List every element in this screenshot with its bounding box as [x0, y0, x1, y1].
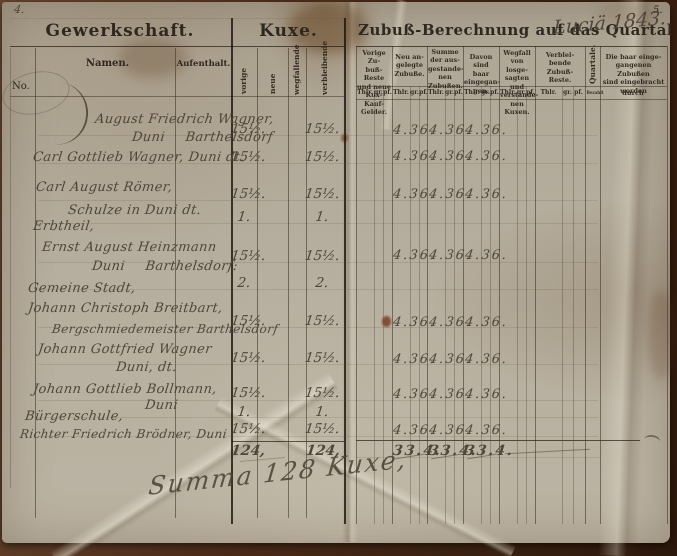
row-name: Carl Gottlieb Wagner, Duni dt.: [32, 150, 246, 165]
row-kuxe-vorige: 15½.: [230, 186, 267, 202]
row-kuxe-vorige: 15½.: [230, 421, 267, 437]
row-kuxe-vorige: 1.: [236, 404, 252, 420]
row-zubusse-neu: 4.36.: [392, 248, 437, 263]
row-residence: Duni: [144, 398, 179, 413]
row-kuxe-verbleibende: 15½.: [304, 313, 341, 329]
row-zubusse-neu: 4.36.: [392, 352, 437, 367]
row-kuxe-vorige: 15½.: [230, 121, 267, 137]
row-zubusse-baar: 4.36.: [464, 352, 509, 367]
col-header-eingebracht: Die baar einge- gangenen Zubußen sind ei…: [602, 53, 665, 95]
row-kuxe-vorige: 15½.: [230, 350, 267, 366]
row-kuxe-verbleibende: 15½.: [304, 385, 341, 401]
row-name: Ernst August Heinzmann: [41, 240, 218, 255]
col-header-davon-baar: Davon sind baar eingegan- gen.: [464, 53, 501, 95]
row-zubusse-baar: 4.36.: [464, 423, 509, 438]
row-residence: Schulze in Duni dt.: [67, 203, 203, 218]
paid-sub-durch: durch: [622, 89, 644, 97]
row-zubusse-summe: 4.36.: [428, 123, 473, 138]
row-kuxe-verbleibende: 15½.: [304, 248, 341, 264]
row-zubusse-summe: 4.36.: [428, 352, 473, 367]
total-zubusse-baar: 33.4.: [464, 443, 515, 459]
kuxe-title: Kuxe.: [259, 21, 318, 41]
row-zubusse-baar: 4.36.: [464, 315, 509, 330]
row-kuxe-vorige: 2.: [236, 275, 252, 291]
row-name: Johann Gottlieb Bollmann,: [32, 382, 218, 397]
row-zubusse-summe: 4.36.: [428, 248, 473, 263]
row-kuxe-vorige: 1.: [236, 209, 252, 225]
row-zubusse-neu: 4.36.: [392, 387, 437, 402]
column-header-no: No.: [12, 81, 30, 92]
col-header-wegfall: Wegfall von losge- sagten und verstande-…: [500, 49, 539, 117]
row-name: Gemeine Stadt,: [27, 281, 137, 296]
quartale-sub-bezahlt: Bezahlt: [586, 90, 604, 96]
row-kuxe-verbleibende: 15½.: [304, 350, 341, 366]
row-zubusse-summe: 4.36.: [428, 315, 473, 330]
row-zubusse-neu: 4.36.: [392, 123, 437, 138]
col-header-summe: Summe der aus- gestande- nen Zubußen.: [428, 48, 464, 90]
kuxe-col-verbleibende: verbleibende: [320, 40, 329, 95]
row-kuxe-verbleibende: 15½.: [304, 421, 341, 437]
row-kuxe-verbleibende: 1.: [314, 404, 330, 420]
column-header-aufenthalt: Aufenthalt.: [176, 59, 231, 69]
row-residence: Duni Barthelsdorf:: [91, 259, 239, 274]
row-zubusse-neu: 4.36.: [392, 315, 437, 330]
total-kuxe-vorige: 124,: [230, 443, 267, 459]
kuxe-col-vorige: vorige: [239, 67, 248, 94]
row-name: Johann Gottfried Wagner: [37, 342, 213, 357]
row-name: Erbtheil,: [32, 219, 96, 234]
row-name: Richter Friedrich Brödner, Duni: [19, 427, 228, 441]
row-kuxe-verbleibende: 15½.: [304, 121, 341, 137]
col-header-quartale: Quartale.: [588, 44, 597, 84]
row-zubusse-summe: 4.36.: [428, 423, 473, 438]
row-kuxe-vorige: 15½.: [230, 313, 267, 329]
col-header-verbleibende-reste: Verblei- bende Zubuß- Reste.: [545, 51, 575, 85]
row-zubusse-baar: 4.36.: [464, 248, 509, 263]
row-zubusse-summe: 4.36.: [428, 149, 473, 164]
row-name: Carl August Römer,: [35, 180, 174, 195]
row-kuxe-verbleibende: 15½.: [304, 149, 341, 165]
row-zubusse-neu: 4.36.: [392, 423, 437, 438]
kuxe-col-wegfallende: wegfallende: [292, 44, 301, 96]
col-header-vorige-reste: Vorige Zu- buß-Reste und neue Kux-Kauf- …: [357, 49, 391, 117]
row-zubusse-summe: 4.36.: [428, 187, 473, 202]
row-name: Johann Christoph Breitbart,: [27, 301, 224, 316]
row-kuxe-verbleibende: 2.: [314, 275, 330, 291]
left-page-number: 4.: [13, 3, 26, 16]
row-zubusse-neu: 4.36.: [392, 187, 437, 202]
row-zubusse-baar: 4.36.: [464, 387, 509, 402]
row-kuxe-verbleibende: 15½.: [304, 186, 341, 202]
total-zubusse-summe: 33.4.: [428, 443, 479, 459]
row-residence: Duni, dt.: [115, 360, 178, 375]
row-kuxe-verbleibende: 1.: [314, 209, 330, 225]
row-zubusse-neu: 4.36.: [392, 149, 437, 164]
column-header-namen: Namen.: [85, 58, 130, 69]
row-zubusse-summe: 4.36.: [428, 387, 473, 402]
col-header-neu-angelegte: Neu an- gelegte Zubuße.: [394, 53, 425, 78]
row-name: Bürgerschule,: [24, 409, 125, 424]
row-kuxe-vorige: 15½.: [230, 149, 267, 165]
row-kuxe-vorige: 15½.: [230, 248, 267, 264]
right-table-title: Zubuß-Berechnung auf das Quartal: [358, 21, 674, 39]
left-table-title: Gewerkschaft.: [45, 21, 195, 41]
row-zubusse-baar: 4.36.: [464, 187, 509, 202]
kuxe-col-neue: neue: [268, 73, 277, 94]
row-zubusse-baar: 4.36.: [464, 149, 509, 164]
right-page-number: 5.: [653, 5, 663, 16]
row-zubusse-baar: 4.36.: [464, 123, 509, 138]
row-kuxe-vorige: 15½.: [230, 385, 267, 401]
